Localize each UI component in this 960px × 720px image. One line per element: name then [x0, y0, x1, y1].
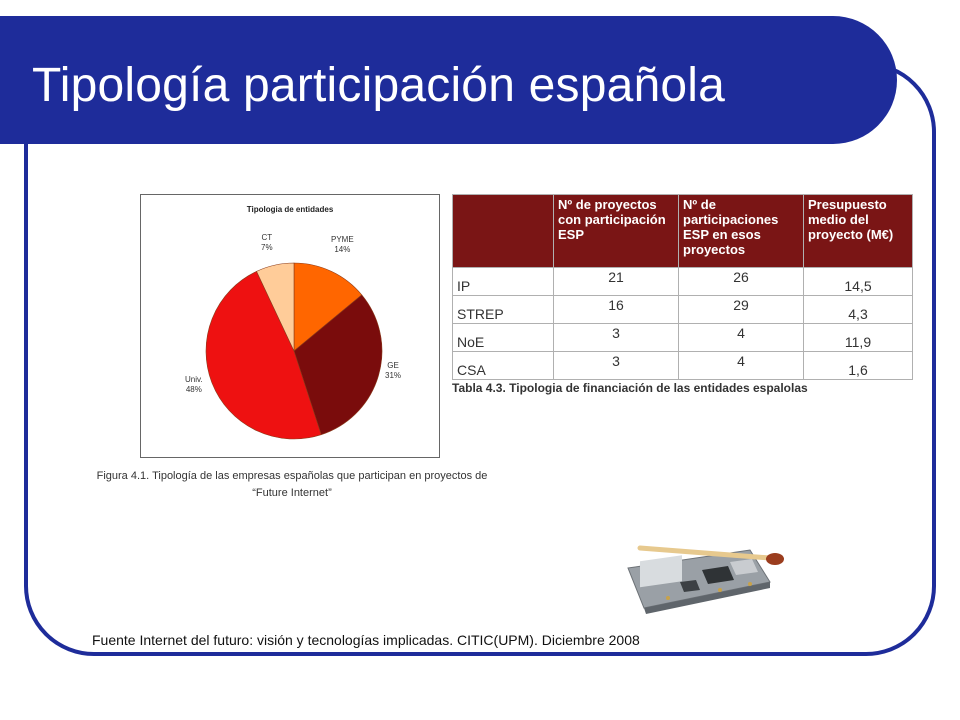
table-cell: 3 — [553, 351, 679, 380]
figure-caption-line1: Figura 4.1. Tipología de las empresas es… — [96, 470, 488, 482]
table-cell: 3 — [553, 323, 679, 352]
table-cell: 26 — [678, 267, 804, 296]
pie-label-univ: Univ. 48% — [185, 375, 203, 394]
pie-slice-ge — [293, 294, 383, 436]
table-cell: 4 — [678, 351, 804, 380]
figure-caption: Figura 4.1. Tipología de las empresas es… — [56, 468, 528, 502]
pie-label-ct: CT 7% — [261, 233, 273, 252]
table-cell: 29 — [678, 295, 804, 324]
pie-chart-figure: Tipologia de entidades PYME 14% GE 31% Uni… — [140, 194, 440, 458]
figure-caption-line2: “Future Internet” — [252, 487, 332, 499]
pie-chart — [205, 262, 383, 440]
table-cell: IP — [452, 267, 554, 296]
pie-slice-pyme — [293, 262, 363, 352]
table-cell: NoE — [452, 323, 554, 352]
table-header-cell: Nº de participaciones ESP en esos proyec… — [678, 194, 804, 268]
pie-label-ge: GE 31% — [385, 361, 402, 380]
table-cell: 1,6 — [803, 351, 913, 380]
title-bar: Tipología participación española — [0, 16, 897, 144]
table-cell: 4 — [678, 323, 804, 352]
table-cell: STREP — [452, 295, 554, 324]
table-cell: CSA — [452, 351, 554, 380]
pie-slice-ct — [256, 262, 295, 352]
table-cell: 16 — [553, 295, 679, 324]
table-row: IP 21 26 14,5 — [452, 267, 913, 296]
table-row: STREP 16 29 4,3 — [452, 295, 913, 324]
table-cell: 11,9 — [803, 323, 913, 352]
source-note: Fuente Internet del futuro: visión y tec… — [92, 632, 640, 648]
table-header-row: Nº de proyectos con participación ESP Nº… — [452, 194, 913, 268]
financing-table: Nº de proyectos con participación ESP Nº… — [452, 194, 913, 380]
table-caption: Tabla 4.3. Tipologia de financiación de … — [452, 381, 808, 395]
table-cell: 21 — [553, 267, 679, 296]
table-header-cell: Presupuesto medio del proyecto (M€) — [803, 194, 913, 268]
pie-label-pyme: PYME 14% — [331, 235, 354, 254]
table-cell: 14,5 — [803, 267, 913, 296]
table-header-cell — [452, 194, 554, 268]
pie-slice-univ — [205, 270, 322, 440]
pie-chart-title: Tipologia de entidades — [246, 205, 334, 214]
slide-title: Tipología participación española — [32, 59, 726, 112]
table-header-cell: Nº de proyectos con participación ESP — [553, 194, 679, 268]
table-row: CSA 3 4 1,6 — [452, 351, 913, 380]
circuit-board-image — [627, 545, 784, 614]
table-row: NoE 3 4 11,9 — [452, 323, 913, 352]
table-cell: 4,3 — [803, 295, 913, 324]
